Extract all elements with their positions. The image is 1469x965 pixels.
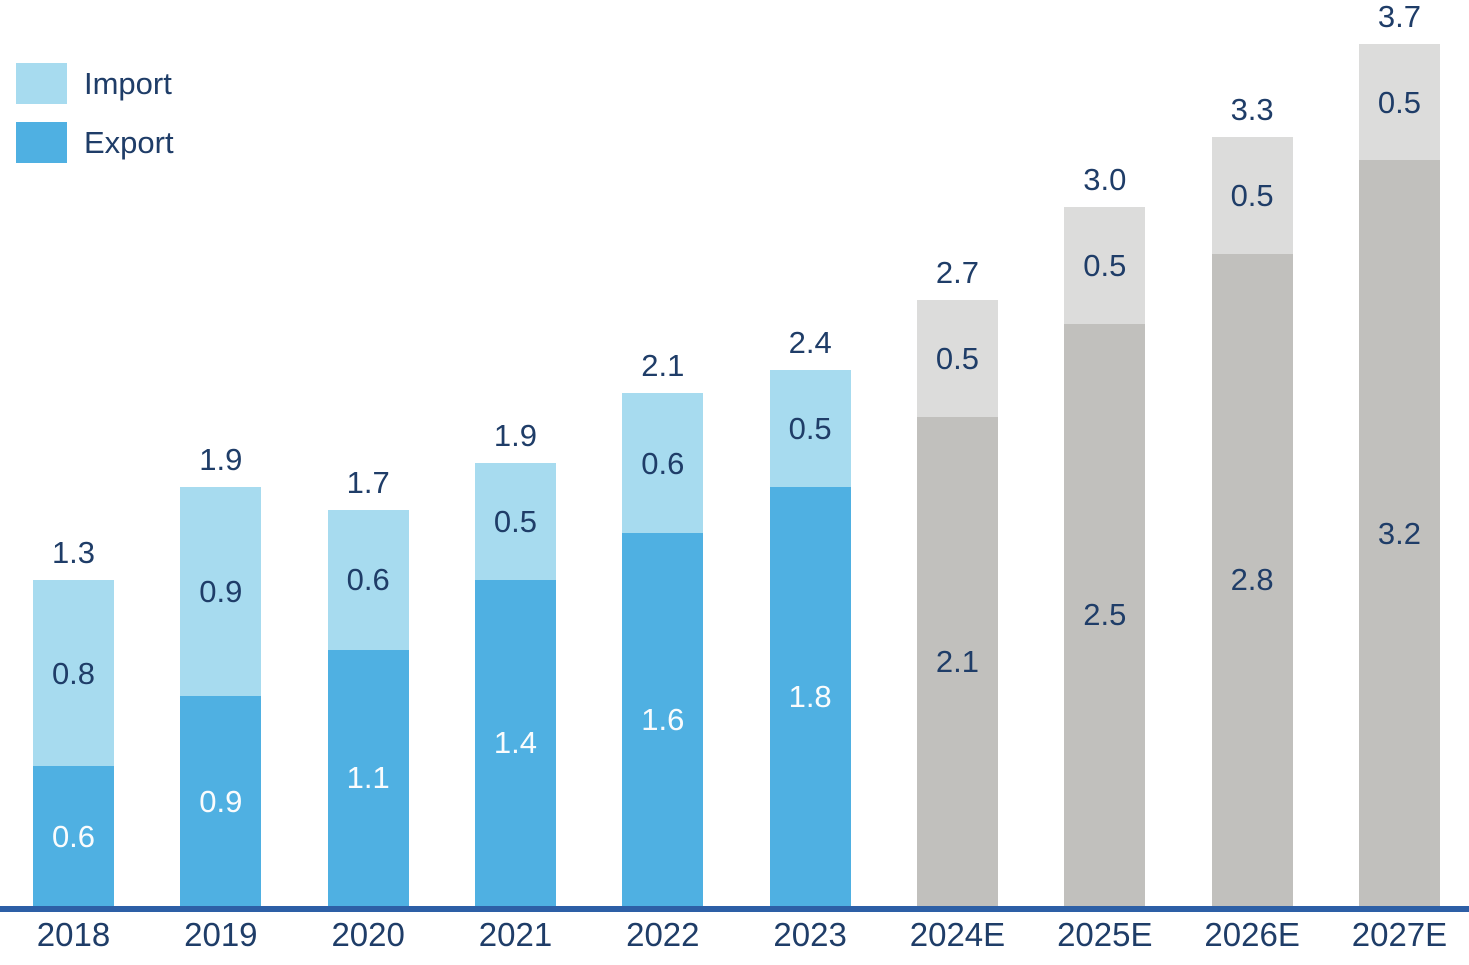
bar-segment-import: 0.5	[474, 463, 556, 580]
total-value-label: 1.7	[346, 464, 390, 500]
bar-segment-export: 1.4	[474, 579, 556, 906]
total-value-label: 3.0	[1083, 161, 1127, 197]
bar-column-2021: 1.9 0.5 1.4 2021	[474, 0, 556, 953]
bar-segment-export: 0.6	[33, 766, 114, 906]
export-value-label: 0.6	[51, 818, 96, 854]
bar-segment-export: 2.8	[1211, 253, 1293, 906]
x-axis-label: 2026E	[1204, 916, 1300, 953]
export-value-label: 1.6	[641, 702, 685, 738]
legend-item-export: Export	[16, 122, 174, 163]
total-value-label: 2.4	[788, 325, 832, 361]
import-color-swatch	[16, 63, 67, 104]
bar-segment-export: 1.1	[327, 649, 409, 906]
total-value-label: 2.1	[641, 348, 685, 384]
x-axis-label: 2022	[626, 916, 700, 953]
export-color-swatch	[16, 122, 67, 163]
x-axis-label: 2023	[773, 916, 847, 953]
import-value-label: 0.5	[1083, 247, 1127, 283]
bar-segment-import: 0.5	[1064, 207, 1146, 324]
bar-segment-import: 0.8	[33, 579, 114, 767]
x-axis-label: 2024E	[909, 916, 1006, 953]
bar-column-2024e: 2.7 0.5 2.1 2024E	[910, 0, 1005, 953]
x-axis-label: 2021	[478, 916, 553, 953]
bar-segment-export: 2.5	[1064, 323, 1146, 906]
bar-segment-export: 0.9	[180, 696, 262, 906]
legend-item-import: Import	[16, 63, 174, 104]
bar-segment-export: 1.6	[622, 533, 704, 906]
import-value-label: 0.5	[935, 340, 980, 376]
bar-segment-export: 2.1	[916, 416, 998, 906]
x-axis-label: 2025E	[1057, 916, 1153, 953]
bar-segment-export: 1.8	[769, 486, 851, 906]
bar-segment-import: 0.5	[769, 370, 851, 487]
export-value-label: 0.9	[199, 783, 243, 819]
bar-column-2023: 2.4 0.5 1.8 2023	[769, 0, 851, 953]
export-value-label: 2.5	[1083, 597, 1127, 633]
bar-segment-export: 3.2	[1358, 160, 1440, 906]
import-value-label: 0.9	[199, 573, 243, 609]
chart-legend: Import Export	[16, 63, 174, 163]
bar-column-2020: 1.7 0.6 1.1 2020	[327, 0, 409, 953]
bar-segment-import: 0.6	[622, 393, 704, 534]
plot-area: 1.3 0.8 0.6 2018 1.9 0.9 0.9 2019 1.7 0.6 1.1 2020 1…	[33, 0, 1447, 953]
bar-column-2025e: 3.0 0.5 2.5 2025E	[1057, 0, 1152, 952]
import-value-label: 0.5	[493, 504, 538, 540]
export-value-label: 3.2	[1377, 515, 1421, 551]
total-value-label: 3.7	[1377, 0, 1422, 34]
bar-column-2022: 2.1 0.6 1.6 2022	[622, 0, 704, 953]
x-axis-baseline	[0, 906, 1469, 912]
bar-column-2019: 1.9 0.9 0.9 2019	[180, 0, 262, 953]
bar-segment-import: 0.9	[180, 486, 262, 697]
bar-segment-import: 0.5	[1358, 43, 1440, 161]
import-value-label: 0.5	[1230, 177, 1274, 213]
export-value-label: 1.4	[493, 725, 538, 761]
legend-label-export: Export	[84, 125, 174, 160]
import-value-label: 0.6	[641, 445, 685, 481]
import-value-label: 0.5	[788, 410, 832, 446]
x-axis-label: 2027E	[1351, 916, 1448, 953]
export-value-label: 1.1	[346, 760, 390, 796]
export-value-label: 2.1	[935, 643, 980, 679]
total-value-label: 1.9	[493, 418, 538, 454]
total-value-label: 1.9	[199, 441, 243, 477]
legend-label-import: Import	[84, 66, 172, 101]
x-axis-label: 2018	[36, 916, 111, 953]
import-value-label: 0.8	[51, 655, 96, 691]
bar-segment-import: 0.5	[916, 300, 998, 417]
bar-column-2026e: 3.3 0.5 2.8 2026E	[1204, 0, 1299, 952]
bar-column-2018: 1.3 0.8 0.6 2018	[33, 0, 114, 953]
import-value-label: 0.5	[1377, 84, 1421, 120]
export-value-label: 1.8	[788, 678, 832, 714]
x-axis-label: 2020	[331, 916, 405, 953]
total-value-label: 3.3	[1230, 92, 1274, 128]
x-axis-label: 2019	[184, 916, 258, 953]
bar-column-2027e: 3.7 0.5 3.2 2027E	[1352, 0, 1447, 953]
bar-segment-import: 0.5	[1211, 137, 1293, 254]
export-value-label: 2.8	[1230, 562, 1274, 598]
total-value-label: 2.7	[935, 255, 980, 291]
total-value-label: 1.3	[51, 534, 96, 570]
bar-segment-import: 0.6	[327, 509, 409, 650]
import-value-label: 0.6	[346, 562, 390, 598]
